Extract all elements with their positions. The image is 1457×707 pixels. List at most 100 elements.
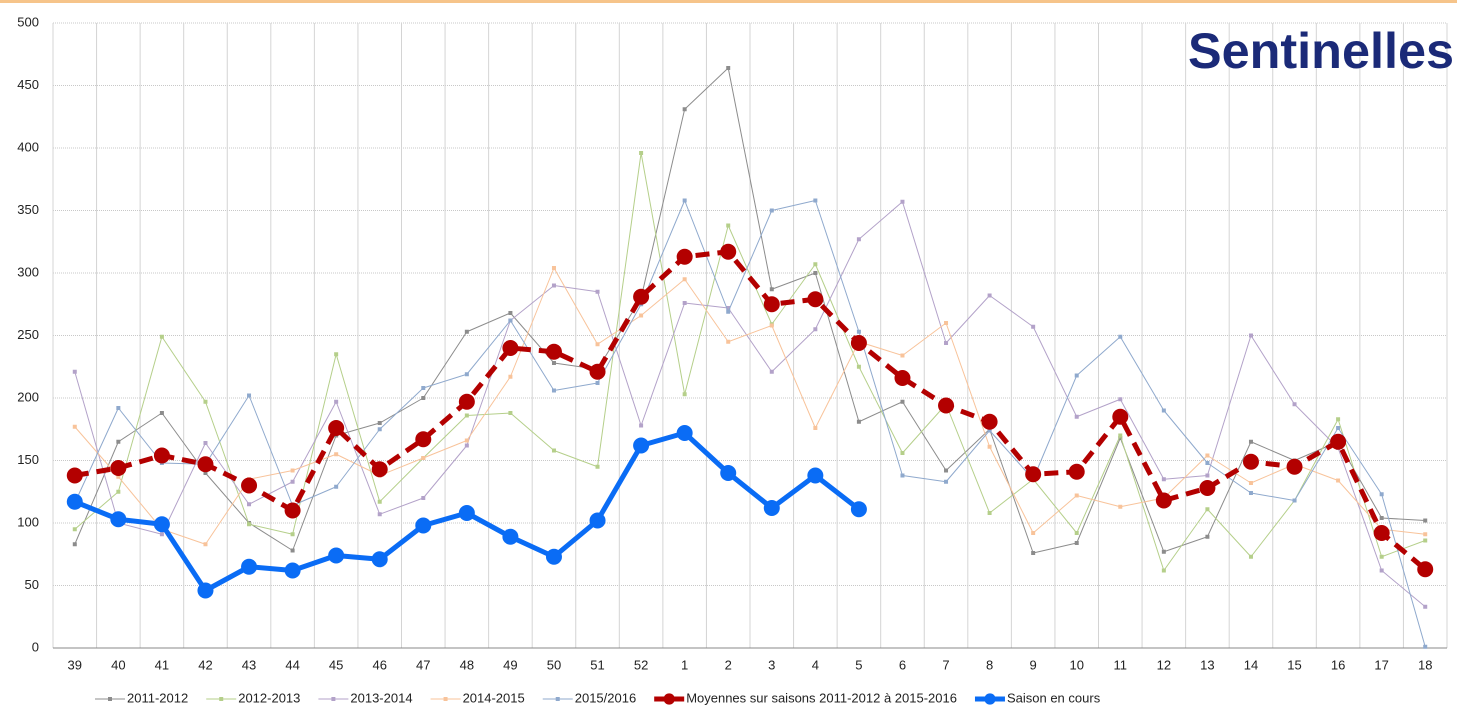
point: [551, 266, 556, 270]
point: [116, 489, 121, 494]
x-tick-label: 2: [725, 657, 732, 672]
point: [726, 66, 731, 70]
x-tick-label: 52: [634, 657, 648, 672]
point: [769, 369, 774, 374]
y-tick-label: 50: [25, 577, 39, 592]
point: [1379, 568, 1384, 573]
point: [458, 393, 475, 410]
x-tick-label: 47: [416, 657, 430, 672]
x-tick-label: 50: [547, 657, 561, 672]
point: [1068, 463, 1085, 480]
x-tick-label: 14: [1244, 657, 1258, 672]
point: [377, 512, 382, 517]
point: [290, 479, 295, 484]
point: [415, 517, 432, 534]
x-tick-label: 40: [111, 657, 125, 672]
point: [1379, 554, 1384, 559]
point: [328, 547, 345, 564]
point: [508, 318, 513, 323]
y-tick-label: 300: [17, 264, 39, 279]
point: [900, 353, 905, 358]
legend-marker: [219, 697, 224, 701]
y-tick-label: 450: [17, 77, 39, 92]
y-tick-label: 0: [32, 639, 39, 654]
point: [726, 223, 731, 228]
point: [334, 352, 339, 357]
point: [110, 511, 127, 528]
point: [1248, 439, 1253, 444]
point: [1336, 478, 1341, 483]
point: [1286, 458, 1303, 475]
point: [1118, 504, 1123, 509]
point: [1248, 491, 1253, 495]
point: [682, 198, 687, 203]
x-tick-label: 13: [1200, 657, 1214, 672]
x-tick-label: 41: [155, 657, 169, 672]
point: [508, 311, 513, 315]
x-tick-label: 7: [942, 657, 949, 672]
point: [1074, 373, 1079, 378]
x-tick-label: 45: [329, 657, 343, 672]
y-tick-label: 100: [17, 514, 39, 529]
point: [1373, 525, 1390, 541]
x-tick-label: 49: [503, 657, 517, 672]
point: [589, 512, 606, 529]
x-tick-label: 46: [372, 657, 386, 672]
x-tick-label: 43: [242, 657, 256, 672]
point: [1161, 568, 1166, 573]
point: [987, 293, 992, 298]
point: [813, 271, 818, 275]
y-tick-label: 150: [17, 452, 39, 467]
legend-marker: [663, 693, 675, 705]
legend-label: 2014-2015: [463, 690, 525, 705]
point: [944, 321, 949, 325]
point: [1025, 466, 1042, 483]
point: [247, 522, 252, 527]
series-line: [74, 267, 1426, 545]
point: [633, 437, 650, 454]
point: [1118, 433, 1123, 438]
x-tick-label: 11: [1114, 657, 1128, 672]
point: [1336, 426, 1341, 430]
point: [1292, 498, 1297, 503]
point: [203, 542, 208, 547]
point: [284, 502, 301, 519]
point: [1292, 402, 1297, 407]
point: [633, 288, 650, 305]
point: [458, 505, 475, 521]
point: [1118, 334, 1123, 339]
point: [1118, 436, 1123, 440]
point: [850, 335, 867, 351]
point: [726, 306, 731, 310]
y-tick-label: 500: [17, 14, 39, 29]
point: [421, 396, 426, 400]
top-border: [0, 0, 1457, 3]
point: [203, 441, 208, 445]
point: [502, 340, 519, 356]
point: [856, 329, 861, 334]
point: [284, 562, 301, 579]
point: [676, 425, 693, 441]
point: [987, 428, 992, 433]
point: [813, 262, 818, 267]
point: [377, 421, 382, 425]
point: [241, 477, 258, 494]
point: [1248, 333, 1253, 338]
point: [508, 374, 513, 379]
x-tick-label: 6: [899, 657, 906, 672]
x-tick-label: 44: [285, 657, 299, 672]
point: [371, 461, 388, 478]
x-tick-label: 4: [812, 657, 819, 672]
legend: 2011-2012 2012-2013 2013-2014 2014-2015 2015…: [95, 690, 1101, 705]
point: [1423, 518, 1428, 523]
point: [290, 468, 295, 473]
point: [415, 431, 432, 448]
point: [944, 341, 949, 345]
point: [987, 511, 992, 515]
point: [72, 527, 77, 532]
point: [1205, 507, 1210, 512]
legend-marker: [555, 697, 560, 701]
point: [1112, 408, 1129, 425]
point: [464, 413, 469, 418]
point: [1031, 531, 1036, 535]
